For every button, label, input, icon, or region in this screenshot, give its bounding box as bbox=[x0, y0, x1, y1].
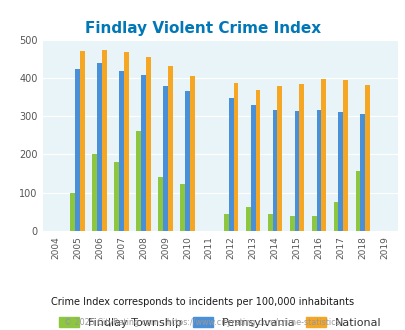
Bar bbox=[80, 51, 85, 231]
Bar bbox=[124, 52, 128, 231]
Bar bbox=[145, 57, 150, 231]
Bar bbox=[250, 106, 255, 231]
Bar bbox=[114, 162, 119, 231]
Bar bbox=[343, 80, 347, 231]
Bar bbox=[320, 79, 325, 231]
Bar bbox=[75, 69, 80, 231]
Bar bbox=[338, 112, 343, 231]
Bar bbox=[180, 184, 185, 231]
Bar bbox=[70, 193, 75, 231]
Bar bbox=[272, 111, 277, 231]
Bar bbox=[97, 63, 102, 231]
Bar bbox=[189, 76, 194, 231]
Bar bbox=[298, 84, 303, 231]
Bar bbox=[102, 50, 107, 231]
Bar bbox=[355, 171, 360, 231]
Bar bbox=[158, 178, 163, 231]
Bar bbox=[316, 111, 320, 231]
Bar bbox=[185, 91, 189, 231]
Bar bbox=[277, 86, 281, 231]
Bar bbox=[333, 202, 338, 231]
Bar bbox=[233, 83, 238, 231]
Bar bbox=[255, 90, 260, 231]
Text: Findlay Violent Crime Index: Findlay Violent Crime Index bbox=[85, 21, 320, 36]
Bar bbox=[141, 75, 145, 231]
Bar bbox=[311, 216, 316, 231]
Bar bbox=[294, 111, 298, 231]
Bar bbox=[136, 131, 141, 231]
Bar bbox=[364, 85, 369, 231]
Text: © 2025 CityRating.com - https://www.cityrating.com/crime-statistics/: © 2025 CityRating.com - https://www.city… bbox=[64, 318, 341, 327]
Bar bbox=[360, 114, 364, 231]
Bar bbox=[267, 214, 272, 231]
Bar bbox=[163, 85, 167, 231]
Text: Crime Index corresponds to incidents per 100,000 inhabitants: Crime Index corresponds to incidents per… bbox=[51, 297, 354, 307]
Bar bbox=[224, 214, 228, 231]
Bar bbox=[289, 216, 294, 231]
Bar bbox=[119, 71, 124, 231]
Bar bbox=[92, 154, 97, 231]
Bar bbox=[167, 66, 172, 231]
Bar bbox=[228, 98, 233, 231]
Legend: Findlay Township, Pennsylvania, National: Findlay Township, Pennsylvania, National bbox=[59, 317, 381, 328]
Bar bbox=[245, 207, 250, 231]
